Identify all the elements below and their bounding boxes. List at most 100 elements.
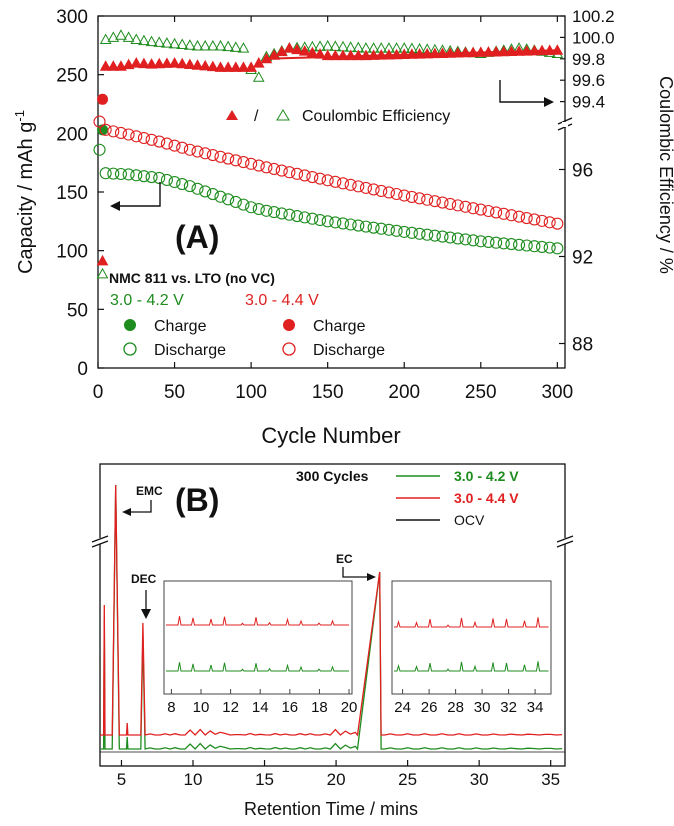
inset-early-ticks: 8 10 12 14 16 18 20 — [167, 689, 357, 716]
discharge-point — [497, 237, 510, 250]
discharge-point — [421, 193, 434, 206]
y-tick-label: 250 — [56, 66, 88, 87]
discharge-point — [222, 152, 235, 165]
discharge-point — [375, 184, 388, 197]
legend-charge-44-label: Charge — [313, 318, 366, 335]
charge-point — [97, 93, 109, 105]
legend-label-44: 3.0 - 4.4 V — [454, 490, 519, 506]
ce-point — [168, 37, 181, 49]
discharge-point — [252, 202, 265, 216]
axis-break-gap-right — [560, 538, 569, 544]
ec-arrow — [342, 567, 370, 578]
legend-label-ocv: OCV — [454, 512, 485, 528]
discharge-point — [490, 236, 503, 249]
ce-point — [176, 57, 189, 69]
ce-point — [222, 61, 234, 72]
ce-point — [107, 60, 120, 71]
ce-point — [291, 43, 303, 55]
discharge-point — [551, 217, 564, 230]
x-tick-label: 30 — [470, 770, 489, 789]
ce-point — [96, 254, 109, 266]
inset-tick-label: 20 — [341, 699, 358, 716]
discharge-point — [329, 216, 342, 229]
discharge-point — [444, 231, 457, 244]
discharge-point — [543, 241, 556, 254]
ce-point — [191, 39, 204, 51]
discharge-point — [382, 223, 395, 236]
discharge-point — [352, 180, 365, 193]
inset-tick-label: 10 — [193, 699, 210, 716]
discharge-point — [298, 211, 311, 224]
panel-b-frame — [99, 463, 566, 767]
ce-point — [237, 61, 250, 72]
inset-tick-label: 28 — [447, 699, 464, 716]
discharge-point — [206, 188, 219, 201]
discharge-point — [474, 203, 487, 216]
discharge-point — [298, 169, 311, 182]
discharge-point — [528, 240, 541, 253]
discharge-point — [359, 220, 373, 233]
right-axis-break-gap — [562, 122, 568, 127]
discharge-point — [390, 187, 403, 201]
discharge-point — [160, 137, 173, 150]
discharge-point — [467, 202, 480, 215]
inset-tick-label: 34 — [527, 699, 544, 716]
condition-44-label: 3.0 - 4.4 V — [245, 292, 319, 309]
panel-a-data — [93, 29, 564, 279]
y-tick-label: 150 — [56, 183, 88, 204]
ec-label: EC — [336, 552, 353, 566]
discharge-point — [153, 135, 166, 148]
axis-break-gap-left — [96, 538, 105, 544]
ce-point — [298, 45, 311, 56]
ce-point — [199, 59, 212, 71]
discharge-point — [114, 126, 128, 139]
y2-tick-label: 96 — [572, 161, 593, 182]
emc-label: EMC — [136, 484, 163, 498]
discharge-point — [122, 128, 135, 141]
discharge-point — [214, 150, 227, 163]
discharge-point — [260, 204, 273, 217]
discharge-point — [451, 199, 464, 212]
y2-tick-label: 100.0 — [572, 28, 615, 47]
discharge-point — [520, 239, 533, 252]
discharge-point — [436, 196, 449, 209]
inset-early-frame — [163, 580, 353, 695]
panel-b: 5 10 15 20 25 30 35 Retention Time / mins EMC … — [91, 463, 574, 819]
discharge-point — [497, 207, 510, 220]
x-tick-label: 15 — [255, 770, 274, 789]
panel-b-label: (B) — [175, 482, 219, 518]
trace-4.2V — [100, 484, 563, 751]
discharge-point — [306, 170, 319, 184]
dec-label: DEC — [131, 572, 157, 586]
x-tick-label: 0 — [93, 382, 104, 403]
legend-charge-42-label: Charge — [154, 318, 207, 335]
discharge-point — [160, 173, 173, 187]
discharge-point — [535, 214, 549, 227]
discharge-point — [382, 186, 395, 199]
discharge-point — [336, 177, 350, 190]
discharge-point — [421, 228, 434, 241]
inset-tick-label: 14 — [252, 699, 269, 716]
ce-point — [191, 59, 204, 70]
x-tick-label: 10 — [184, 770, 203, 789]
panel-a-label: (A) — [175, 219, 219, 255]
ce-point — [206, 60, 219, 72]
inset-tick-label: 26 — [421, 699, 438, 716]
discharge-point — [290, 210, 304, 223]
discharge-point — [359, 181, 373, 194]
panel-a-y2-ticks: 88 92 96 99.4 99.6 99.8 100.0 100.2 — [559, 7, 615, 356]
discharge-point — [482, 204, 495, 218]
discharge-point — [344, 178, 357, 191]
ce-point — [161, 37, 173, 48]
x-axis-title: Cycle Number — [261, 423, 400, 448]
discharge-point — [367, 221, 380, 234]
x-tick-label: 150 — [312, 382, 344, 403]
legend-charge-44-marker — [283, 319, 295, 331]
ce-point — [283, 42, 296, 53]
ce-point — [184, 39, 196, 50]
panel-b-traces — [100, 484, 565, 753]
axis-break-left — [91, 540, 109, 548]
discharge-point — [398, 189, 411, 202]
y2-tick-label: 99.6 — [572, 71, 605, 90]
